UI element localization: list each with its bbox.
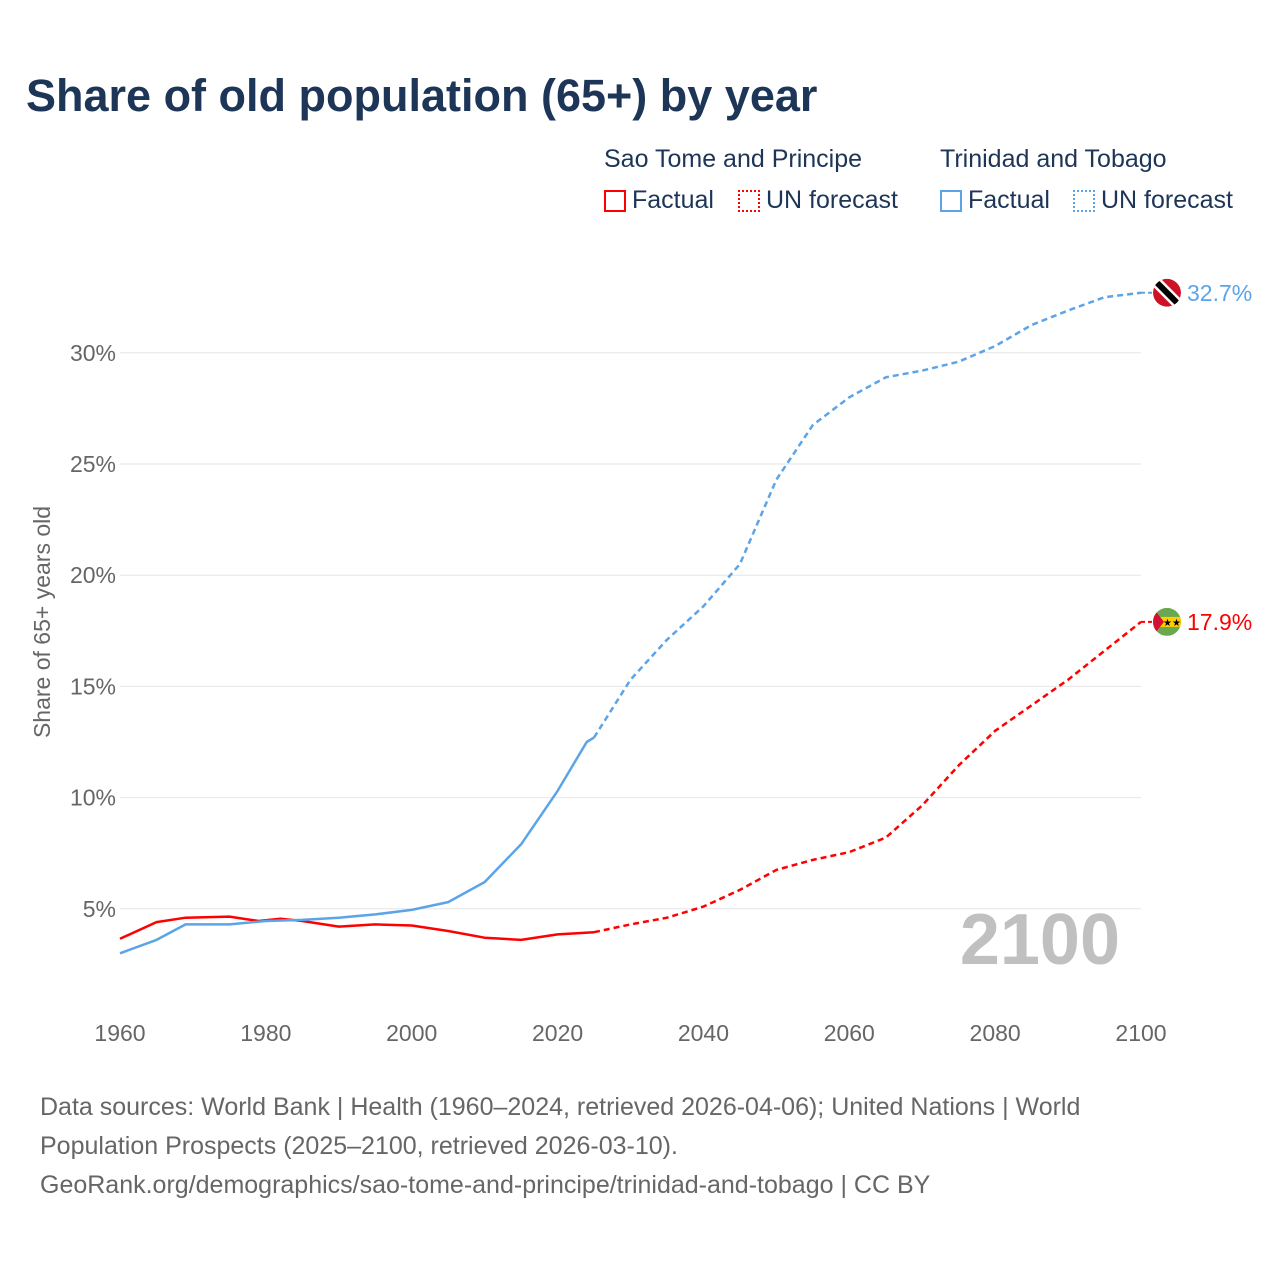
flag-sao-tome-icon: ★★ (1153, 607, 1181, 636)
series-line-sao-tome-forecast (593, 620, 1142, 934)
y-tick-label: 5% (83, 896, 116, 922)
legend-group-title: Trinidad and Tobago (940, 145, 1167, 173)
legend-item-trinidad-forecast[interactable]: UN forecast (1073, 186, 1233, 215)
y-tick-label: 25% (70, 451, 116, 477)
legend-swatch-dotted (738, 190, 760, 212)
x-tick-label: 1980 (240, 1020, 291, 1046)
legend-label: Factual (968, 186, 1050, 214)
legend-group-sao-tome: Sao Tome and Principe (604, 145, 862, 174)
series-line-trinidad-forecast (592, 291, 1142, 739)
x-tick-label: 2100 (1115, 1020, 1166, 1046)
flag-trinidad-icon (1153, 278, 1181, 307)
series-line-sao-tome-factual (119, 915, 595, 942)
footer-sources: Data sources: World Bank | Health (1960–… (40, 1093, 1081, 1121)
y-tick-label: 20% (70, 562, 116, 588)
x-tick-label: 1960 (94, 1020, 145, 1046)
year-watermark: 2100 (960, 900, 1120, 980)
x-tick-label: 2020 (532, 1020, 583, 1046)
footer-sources-cont: Population Prospects (2025–2100, retriev… (40, 1132, 678, 1160)
legend-item-sao-tome-factual[interactable]: Factual (604, 186, 714, 215)
y-axis-label: Share of 65+ years old (29, 506, 55, 738)
end-value-label-sao-tome: 17.9% (1187, 609, 1252, 635)
footer-link[interactable]: GeoRank.org/demographics/sao-tome-and-pr… (40, 1171, 931, 1199)
x-tick-label: 2080 (970, 1020, 1021, 1046)
legend-group-title: Sao Tome and Principe (604, 145, 863, 173)
x-tick-label: 2060 (824, 1020, 875, 1046)
legend-item-sao-tome-forecast[interactable]: UN forecast (738, 186, 898, 215)
legend-swatch-solid (604, 190, 626, 212)
legend-label: UN forecast (1101, 186, 1233, 214)
series-line-trinidad-factual (119, 736, 595, 955)
y-tick-label: 15% (70, 673, 116, 699)
y-tick-label: 30% (70, 340, 116, 366)
legend-group-trinidad: Trinidad and Tobago (940, 145, 1167, 174)
chart-title: Share of old population (65+) by year (26, 70, 818, 121)
footer: Data sources: World Bank | Health (1960–… (40, 1088, 1080, 1205)
svg-text:★★: ★★ (1163, 618, 1181, 629)
legend-item-trinidad-factual[interactable]: Factual (940, 186, 1050, 215)
legend-swatch-solid (940, 190, 962, 212)
x-tick-label: 2040 (678, 1020, 729, 1046)
y-tick-label: 10% (70, 785, 116, 811)
legend-label: Factual (632, 186, 714, 214)
end-value-label-trinidad: 32.7% (1187, 280, 1252, 306)
x-tick-label: 2000 (386, 1020, 437, 1046)
legend-swatch-dotted (1073, 190, 1095, 212)
legend-label: UN forecast (766, 186, 898, 214)
